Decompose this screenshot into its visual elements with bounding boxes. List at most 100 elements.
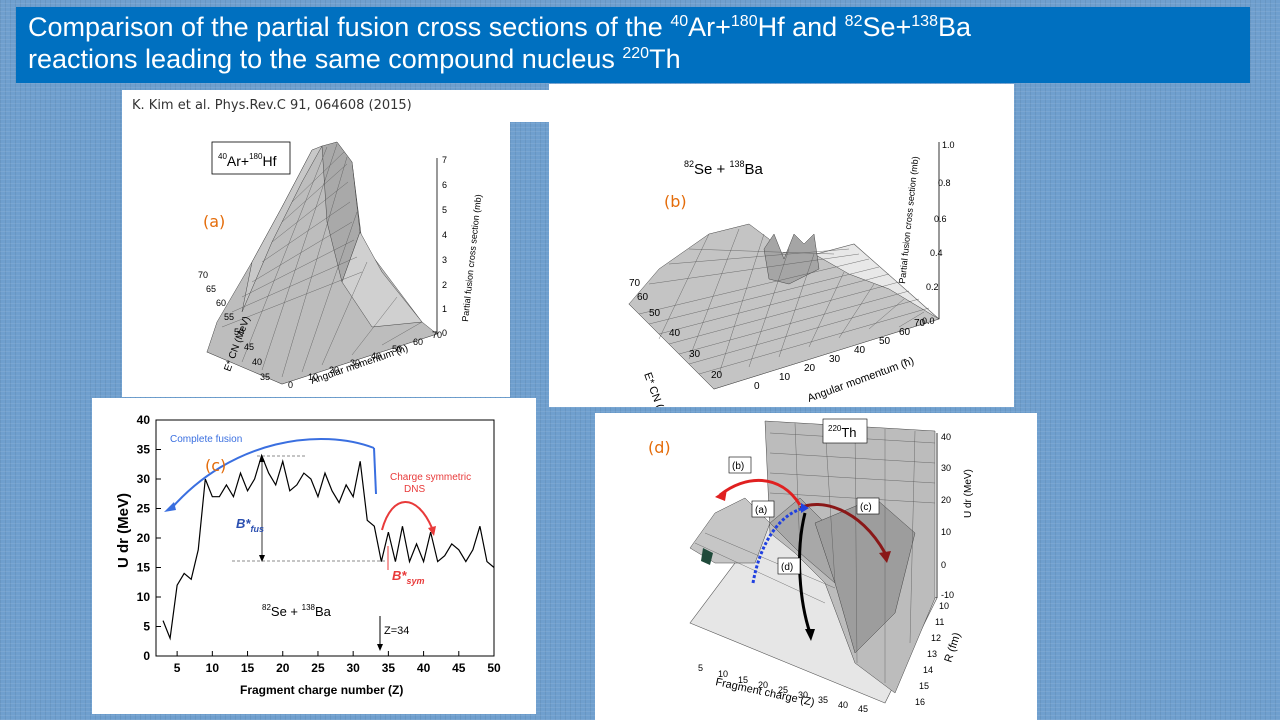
z-axis-label: Partial fusion cross section (mb) xyxy=(897,156,920,284)
tick-label: 25 xyxy=(778,685,788,695)
charge-symmetric-label: Charge symmetric xyxy=(390,472,471,483)
mass-number: 180 xyxy=(730,13,758,30)
z-ticks-b: 0.0 0.2 0.4 0.6 0.8 1.0 xyxy=(922,140,955,326)
tick-label: 55 xyxy=(224,312,234,322)
tick-label: 12 xyxy=(931,633,941,643)
y-tick-label: 35 xyxy=(137,443,151,457)
x-tick-label: 5 xyxy=(174,661,181,675)
element-symbol: Se+ xyxy=(862,12,912,42)
path-a-arrow xyxy=(751,506,806,584)
tick-label: 30 xyxy=(798,690,808,700)
element-symbol: Ba xyxy=(937,12,971,42)
tick-label: 3 xyxy=(442,255,447,265)
element-symbol: Th xyxy=(649,44,681,74)
panel-a: 0 1 2 3 4 5 6 7 Partial fusion cross sec… xyxy=(122,122,510,397)
panel-a-label: (a) xyxy=(203,212,226,231)
tick-label: 5 xyxy=(442,205,447,215)
x-ticks-d: 5 10 15 20 25 30 35 40 45 xyxy=(698,663,868,714)
tick-label: 10 xyxy=(939,601,949,611)
tick-label: 70 xyxy=(432,330,442,340)
tick-label: 10 xyxy=(308,372,318,382)
surface-plot-a: 0 1 2 3 4 5 6 7 Partial fusion cross sec… xyxy=(198,141,483,390)
tick-label: 60 xyxy=(216,298,226,308)
mass-number: 82 xyxy=(844,13,863,30)
reaction-label-a: 40Ar+180Hf xyxy=(218,152,277,169)
tick-label: 15 xyxy=(738,675,748,685)
tag-d: (d) xyxy=(781,562,793,573)
tick-label: 20 xyxy=(804,363,816,374)
reaction-label-c: 82Se + 138Ba xyxy=(262,603,332,619)
tick-label: 40 xyxy=(669,328,681,339)
tick-label: 0.6 xyxy=(934,214,947,224)
panel-d: (b) (a) (c) (d) 220Th -10 0 10 20 30 40 … xyxy=(595,413,1037,720)
tick-label: 30 xyxy=(350,358,360,368)
tick-label: 30 xyxy=(941,463,951,473)
y-ticks-b: 20 30 40 50 60 70 xyxy=(629,278,723,381)
tick-label: 0.2 xyxy=(926,282,939,292)
b-fus-label: B*fus xyxy=(236,516,264,534)
tick-label: 70 xyxy=(198,270,208,280)
tick-label: 65 xyxy=(206,284,216,294)
tick-label: 60 xyxy=(899,327,911,338)
panel-b: 0.0 0.2 0.4 0.6 0.8 1.0 Partial fusion c… xyxy=(549,84,1014,407)
tick-label: 60 xyxy=(637,292,649,303)
z-axis-label: U dr (MeV) xyxy=(963,469,974,518)
tick-label: 50 xyxy=(879,336,891,347)
tick-label: 50 xyxy=(392,344,402,354)
x-tick-label: 45 xyxy=(452,661,466,675)
tick-label: 10 xyxy=(941,527,951,537)
surface-mesh xyxy=(206,141,438,385)
tick-label: 11 xyxy=(935,617,944,627)
tick-label: 40 xyxy=(252,357,262,367)
tick-label: 40 xyxy=(838,700,848,710)
x-tick-label: 15 xyxy=(241,661,255,675)
tick-label: 0 xyxy=(754,381,760,392)
tag-b: (b) xyxy=(732,461,744,472)
tick-label: 20 xyxy=(711,370,723,381)
slide-title: Comparison of the partial fusion cross s… xyxy=(16,7,1250,83)
x-tick-label: 40 xyxy=(417,661,431,675)
potential-surface-d: (b) (a) (c) (d) 220Th -10 0 10 20 30 40 … xyxy=(689,418,974,714)
y-axis-label: E* CN (MeV) xyxy=(641,371,674,407)
tick-label: 60 xyxy=(413,337,423,347)
x-tick-label: 10 xyxy=(206,661,220,675)
mass-number: 40 xyxy=(670,13,689,30)
tick-label: 13 xyxy=(927,649,937,659)
tick-label: 35 xyxy=(260,372,270,382)
series-line xyxy=(162,453,495,641)
tick-label: 40 xyxy=(371,351,381,361)
tick-label: 35 xyxy=(818,695,828,705)
mass-number: 220 xyxy=(622,45,650,62)
x-tick-label: 30 xyxy=(346,661,360,675)
z-ticks-a: 0 1 2 3 4 5 6 7 xyxy=(442,155,447,338)
tick-label: 2 xyxy=(442,280,447,290)
complete-fusion-arrow xyxy=(169,438,375,511)
path-c-arrow xyxy=(799,503,887,554)
mass-number: 138 xyxy=(911,13,938,30)
tick-label: 0.0 xyxy=(922,316,935,326)
nucleus-label: 220Th xyxy=(828,424,857,440)
y-tick-label: 30 xyxy=(137,472,151,486)
y-tick-label: 0 xyxy=(143,649,150,663)
x-tick-label: 25 xyxy=(311,661,325,675)
y-ticks-a: 35 40 45 50 55 60 65 70 xyxy=(198,270,270,382)
y-tick-label: 20 xyxy=(137,531,151,545)
tick-label: 0 xyxy=(442,328,447,338)
tick-label: 30 xyxy=(689,349,701,360)
tick-label: 40 xyxy=(854,345,866,356)
tick-label: 70 xyxy=(629,278,641,289)
tick-label: 30 xyxy=(829,354,841,365)
tick-label: 0.8 xyxy=(938,178,951,188)
dns-label: DNS xyxy=(404,484,425,495)
path-tags: (b) (a) (c) (d) xyxy=(728,456,880,575)
x-ticks-a: 0 10 20 30 40 50 60 70 xyxy=(288,330,442,390)
tick-label: 0 xyxy=(941,560,946,570)
title-text-1: Comparison of the partial fusion cross s… xyxy=(28,12,671,42)
series-layer xyxy=(162,453,495,641)
tick-label: 20 xyxy=(329,365,339,375)
charge-symmetric-arrow xyxy=(381,501,433,531)
x-tick-label: 35 xyxy=(382,661,396,675)
tick-label: 0 xyxy=(288,380,293,390)
y-axis-label: R (fm) xyxy=(942,631,963,664)
tick-label: 50 xyxy=(649,308,661,319)
